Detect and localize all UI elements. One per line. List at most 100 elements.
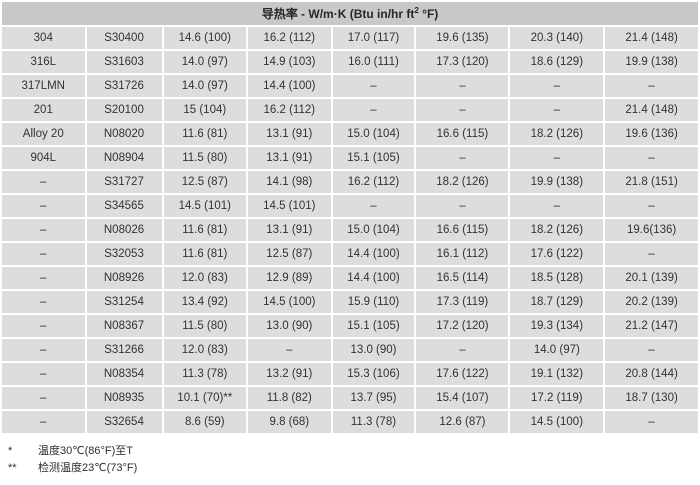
table-row: – S32053 11.6 (81) 12.5 (87) 14.4 (100) 16.1 … (2, 243, 698, 265)
conductivity-value-cell: 9.8 (68) (248, 411, 331, 433)
grade-cell: – (2, 195, 85, 217)
uns-number-cell: S32053 (86, 243, 162, 265)
uns-number-cell: N08935 (86, 387, 162, 409)
conductivity-value-cell: – (332, 75, 415, 97)
footnote-1-marker: * (8, 445, 13, 457)
uns-number-cell: S31727 (86, 171, 162, 193)
conductivity-value-cell: 16.0 (111) (332, 51, 415, 73)
grade-cell: – (2, 411, 85, 433)
conductivity-value-cell: – (332, 99, 415, 121)
footnote-2-marker: ** (8, 462, 17, 474)
conductivity-value-cell: 20.2 (139) (605, 291, 698, 313)
conductivity-value-cell: 19.6 (136) (605, 123, 698, 145)
conductivity-value-cell: 19.1 (132) (510, 363, 604, 385)
conductivity-value-cell: – (416, 339, 509, 361)
conductivity-value-cell: – (416, 99, 509, 121)
conductivity-value-cell: 21.2 (147) (605, 315, 698, 337)
footnote-1: * 温度30℃(86°F)至T (8, 443, 700, 460)
conductivity-value-cell: 18.2 (126) (416, 171, 509, 193)
conductivity-value-cell: – (248, 339, 331, 361)
conductivity-value-cell: 11.3 (78) (332, 411, 415, 433)
conductivity-value-cell: 12.0 (83) (163, 339, 247, 361)
uns-number-cell: N08904 (86, 147, 162, 169)
conductivity-value-cell: 16.6 (115) (416, 219, 509, 241)
table-row: – N08026 11.6 (81) 13.1 (91) 15.0 (104) 16.6 … (2, 219, 698, 241)
conductivity-value-cell: 16.5 (114) (416, 267, 509, 289)
grade-cell: – (2, 219, 85, 241)
conductivity-value-cell: 19.9 (138) (510, 171, 604, 193)
conductivity-value-cell: – (605, 411, 698, 433)
conductivity-value-cell: 13.1 (91) (248, 123, 331, 145)
table-body: 304 S30400 14.6 (100) 16.2 (112) 17.0 (117) 1… (2, 27, 698, 433)
uns-number-cell: N08020 (86, 123, 162, 145)
conductivity-value-cell: 11.8 (82) (248, 387, 331, 409)
table-row: – S31266 12.0 (83) –13.0 (90) –14.0 (97) – (2, 339, 698, 361)
conductivity-value-cell: 11.5 (80) (163, 315, 247, 337)
conductivity-value-cell: 17.6 (122) (416, 363, 509, 385)
conductivity-value-cell: 8.6 (59) (163, 411, 247, 433)
conductivity-value-cell: 13.0 (90) (248, 315, 331, 337)
conductivity-value-cell: 16.2 (112) (248, 27, 331, 49)
table-row: 201 S20100 15 (104) 16.2 (112) – – –21.4 (148) (2, 99, 698, 121)
thermal-conductivity-table: 导热率 - W/m·K (Btu in/hr ft2 °F) 304 S30400… (2, 2, 698, 433)
conductivity-value-cell: 13.0 (90) (332, 339, 415, 361)
grade-cell: Alloy 20 (2, 123, 85, 145)
conductivity-value-cell: 17.6 (122) (510, 243, 604, 265)
conductivity-value-cell: 19.6 (135) (416, 27, 509, 49)
conductivity-value-cell: 14.0 (97) (163, 51, 247, 73)
conductivity-value-cell: 19.6(136) (605, 219, 698, 241)
uns-number-cell: S31266 (86, 339, 162, 361)
uns-number-cell: N08354 (86, 363, 162, 385)
conductivity-value-cell: 20.8 (144) (605, 363, 698, 385)
conductivity-value-cell: 17.3 (120) (416, 51, 509, 73)
grade-cell: – (2, 363, 85, 385)
conductivity-value-cell: 17.2 (120) (416, 315, 509, 337)
conductivity-value-cell: 15.0 (104) (332, 219, 415, 241)
conductivity-value-cell: 14.4 (100) (332, 267, 415, 289)
conductivity-value-cell: 12.0 (83) (163, 267, 247, 289)
conductivity-value-cell: – (510, 75, 604, 97)
uns-number-cell: S32654 (86, 411, 162, 433)
grade-cell: – (2, 387, 85, 409)
grade-cell: 317LMN (2, 75, 85, 97)
conductivity-value-cell: 13.2 (91) (248, 363, 331, 385)
uns-number-cell: N08026 (86, 219, 162, 241)
uns-number-cell: S31603 (86, 51, 162, 73)
conductivity-value-cell: 14.5 (100) (248, 291, 331, 313)
conductivity-value-cell: – (605, 147, 698, 169)
conductivity-value-cell: 18.7 (129) (510, 291, 604, 313)
conductivity-value-cell: – (416, 75, 509, 97)
conductivity-value-cell: 12.5 (87) (248, 243, 331, 265)
uns-number-cell: S31254 (86, 291, 162, 313)
table-row: – S34565 14.5 (101) 14.5 (101) – – – – (2, 195, 698, 217)
table-row: – S32654 8.6 (59) 9.8 (68) 11.3 (78) 12.6 (87… (2, 411, 698, 433)
conductivity-value-cell: 15.9 (110) (332, 291, 415, 313)
conductivity-value-cell: – (605, 243, 698, 265)
conductivity-value-cell: 11.5 (80) (163, 147, 247, 169)
conductivity-value-cell: 13.1 (91) (248, 147, 331, 169)
table-row: – N08354 11.3 (78) 13.2 (91) 15.3 (106) 17.6 … (2, 363, 698, 385)
conductivity-value-cell: 14.1 (98) (248, 171, 331, 193)
grade-cell: – (2, 171, 85, 193)
conductivity-value-cell: 17.3 (119) (416, 291, 509, 313)
conductivity-value-cell: 21.4 (148) (605, 27, 698, 49)
conductivity-value-cell: 13.1 (91) (248, 219, 331, 241)
table-row: 317LMN S31726 14.0 (97) 14.4 (100) – – – – (2, 75, 698, 97)
conductivity-value-cell: 14.4 (100) (332, 243, 415, 265)
conductivity-value-cell: 18.6 (129) (510, 51, 604, 73)
conductivity-value-cell: 15.1 (105) (332, 147, 415, 169)
conductivity-value-cell: 15.0 (104) (332, 123, 415, 145)
grade-cell: – (2, 315, 85, 337)
conductivity-value-cell: – (416, 195, 509, 217)
conductivity-value-cell: – (510, 195, 604, 217)
conductivity-value-cell: 19.3 (134) (510, 315, 604, 337)
table-row: – S31727 12.5 (87) 14.1 (98) 16.2 (112) 18.2 … (2, 171, 698, 193)
footnote-1-text: 温度30℃(86°F)至T (38, 445, 133, 457)
table-row: Alloy 20 N08020 11.6 (81) 13.1 (91) 15.0 (10… (2, 123, 698, 145)
conductivity-value-cell: 18.5 (128) (510, 267, 604, 289)
conductivity-value-cell: – (605, 339, 698, 361)
conductivity-value-cell: 12.5 (87) (163, 171, 247, 193)
conductivity-value-cell: – (416, 147, 509, 169)
uns-number-cell: S20100 (86, 99, 162, 121)
table-title: 导热率 - W/m·K (Btu in/hr ft2 °F) (2, 2, 698, 25)
